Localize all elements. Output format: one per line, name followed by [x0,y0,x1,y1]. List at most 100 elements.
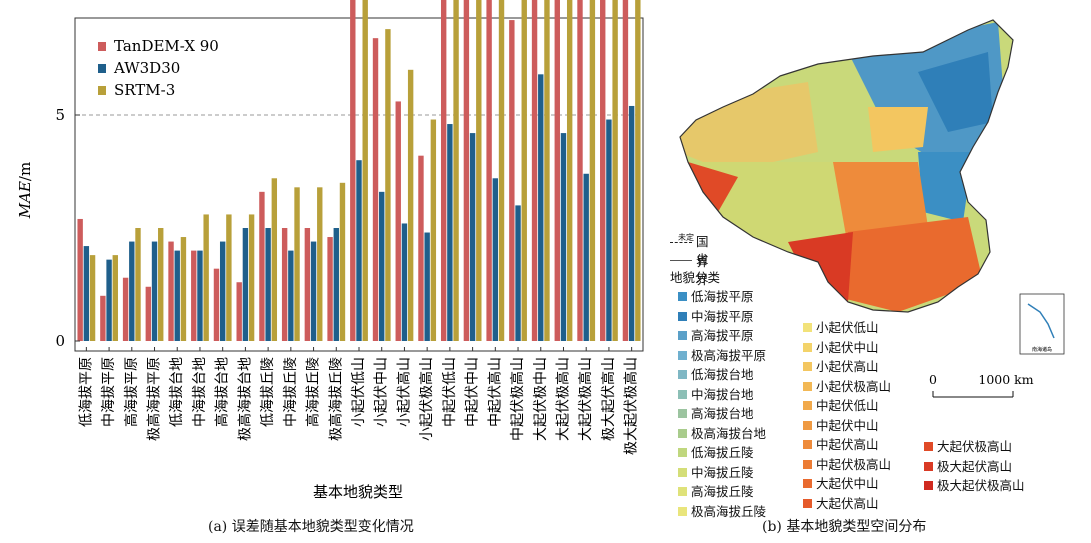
bar-tandem-x-90 [372,38,379,341]
landform-legend-item: 高海拔平原 [678,326,766,346]
legend-swatch [678,292,687,302]
legend-label: 中起伏高山 [816,437,879,452]
landform-legend-item: 中海拔丘陵 [678,463,766,483]
bar-aw3d30 [628,105,635,342]
legend-swatch [803,420,812,430]
bar-aw3d30 [424,232,430,341]
x-tick-label: 中海拔台地 [192,357,208,427]
legend-label: 大起伏高山 [816,495,879,511]
landform-map-panel: 南海诸岛 0 1000 km 未定 国界 省界 地貌分类 低海拔平原 中海拔平原高… [668,12,1088,519]
south-china-sea-inset [1019,293,1065,355]
bar-aw3d30 [583,173,589,341]
bar-srtm-3 [521,0,527,341]
bar-tandem-x-90 [486,0,492,341]
landform-legend-item: 中起伏高山 [803,435,891,455]
x-tick-label: 中起伏高山 [486,357,503,427]
bar-srtm-3 [203,214,209,341]
x-tick-label: 极高海拔平原 [146,357,163,441]
legend-label: 中起伏中山 [816,417,879,433]
bar-srtm-3 [430,119,437,342]
bar-srtm-3 [589,0,596,341]
x-tick-label: 中海拔平原 [101,357,117,427]
bar-tandem-x-90 [395,101,401,341]
bar-srtm-3 [476,0,482,342]
x-tick-label: 中起伏低山 [442,357,458,427]
bar-aw3d30 [242,228,249,341]
legend-label: 高海拔平原 [691,328,754,343]
bar-tandem-x-90 [509,20,515,342]
legend-label: 中海拔平原 [691,308,754,324]
y-axis-label: MAE/m [16,162,34,219]
legend-label: TanDEM-X 90 [114,37,219,55]
bar-tandem-x-90 [191,250,197,341]
landform-legend-item: 极高海拔台地 [678,424,766,444]
legend-swatch [678,448,687,458]
landform-legend-col1: 低海拔平原 中海拔平原 高海拔平原 极高海拔平原 低海拔台地 中海拔台地 高海拔台地 极高海拔… [678,287,766,521]
bar-aw3d30 [197,250,203,341]
y-axis-ticks: 0510 [55,106,80,350]
x-tick-label: 小起伏极高山 [418,357,435,441]
bar-srtm-3 [135,228,141,341]
bar-srtm-3 [112,255,118,341]
bar-aw3d30 [310,241,317,341]
bar-aw3d30 [447,124,453,341]
bar-tandem-x-90 [168,241,174,341]
x-tick-label: 大起伏极高山 [554,357,571,441]
bar-srtm-3 [226,214,232,341]
bar-aw3d30 [219,241,226,341]
scale-zero: 0 [929,372,937,387]
bar-aw3d30 [469,133,476,341]
x-tick-label: 极高海拔台地 [236,357,253,441]
landform-legend-item: 大起伏高山 [803,494,891,514]
bar-srtm-3 [158,228,164,341]
landform-legend-item: 高海拔丘陵 [678,482,766,502]
x-tick-label: 大起伏极中山 [533,357,549,441]
bar-srtm-3 [89,255,96,341]
x-tick-label: 低海拔平原 [78,357,94,427]
landform-legend-item: 极高海拔丘陵 [678,502,766,522]
x-axis-ticks: 低海拔平原 中海拔平原 高海拔平原 极高海拔平原 低海拔台地 中海拔台地 高海拔台地 极高海拔… [78,347,640,455]
bar-tandem-x-90 [213,268,220,341]
landform-legend-title: 地貌分类 [670,270,721,285]
legend-label: 极高海拔平原 [691,347,767,363]
boundary-undetermined-note: 未定 [678,233,694,242]
legend-swatch [924,442,933,452]
landform-legend-item: 中起伏低山 [803,396,891,416]
bar-srtm-3 [498,0,505,341]
landform-legend-item: 中海拔台地 [678,385,766,405]
legend-label: 低海拔平原 [691,289,754,304]
legend-label: 极大起伏高山 [937,458,1013,474]
bar-aw3d30 [83,246,90,341]
legend-label: 中起伏极高山 [816,456,892,472]
bar-srtm-3 [635,0,641,341]
landform-legend-item: 中起伏中山 [803,416,891,436]
landform-legend-item: 小起伏低山 [803,318,891,338]
legend-swatch [98,64,106,73]
bar-aw3d30 [538,74,544,341]
legend-swatch [678,389,687,399]
x-tick-label: 低海拔台地 [169,357,185,427]
landform-legend-col2: 小起伏低山 小起伏中山 小起伏高山 小起伏极高山 中起伏低山 中起伏中山 中起伏高山 中起伏极… [803,318,891,513]
legend-swatch [803,498,812,508]
bar-srtm-3 [294,187,300,341]
legend-label: 中起伏低山 [816,398,879,413]
bar-aw3d30 [356,160,362,341]
bar-srtm-3 [407,69,414,342]
legend-label: 极高海拔丘陵 [691,503,767,519]
bar-tandem-x-90 [440,0,447,342]
scale-label: 1000 km [978,372,1033,387]
chart-legend: TanDEM-X 90 AW3D30 SRTM-3 [98,37,219,99]
legend-label: 极大起伏极高山 [937,478,1025,493]
landform-legend-item: 低海拔平原 [678,287,766,307]
bar-srtm-3 [317,187,323,341]
legend-swatch [803,440,812,450]
bar-srtm-3 [362,0,368,341]
legend-swatch [678,409,687,419]
landform-legend-item: 大起伏中山 [803,474,891,494]
province-border-label: 省界 [696,252,709,287]
x-tick-label: 中起伏中山 [465,357,481,427]
bar-srtm-3 [339,182,346,341]
legend-swatch [803,459,812,469]
bar-srtm-3 [566,0,573,342]
bar-chart: 0510 低海拔平原中海拔平原高海拔平原极高海拔平原低海拔台地中海拔台地高海拔台… [16,0,644,501]
